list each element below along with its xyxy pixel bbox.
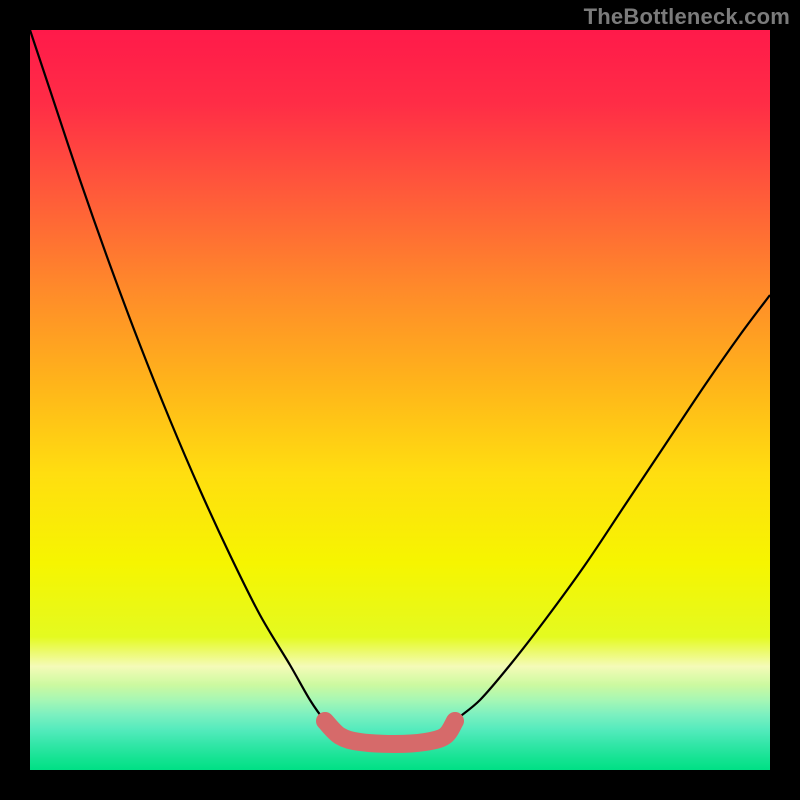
plot-area xyxy=(30,30,770,770)
bottleneck-chart xyxy=(0,0,800,800)
chart-stage: TheBottleneck.com xyxy=(0,0,800,800)
watermark-text: TheBottleneck.com xyxy=(584,4,790,30)
